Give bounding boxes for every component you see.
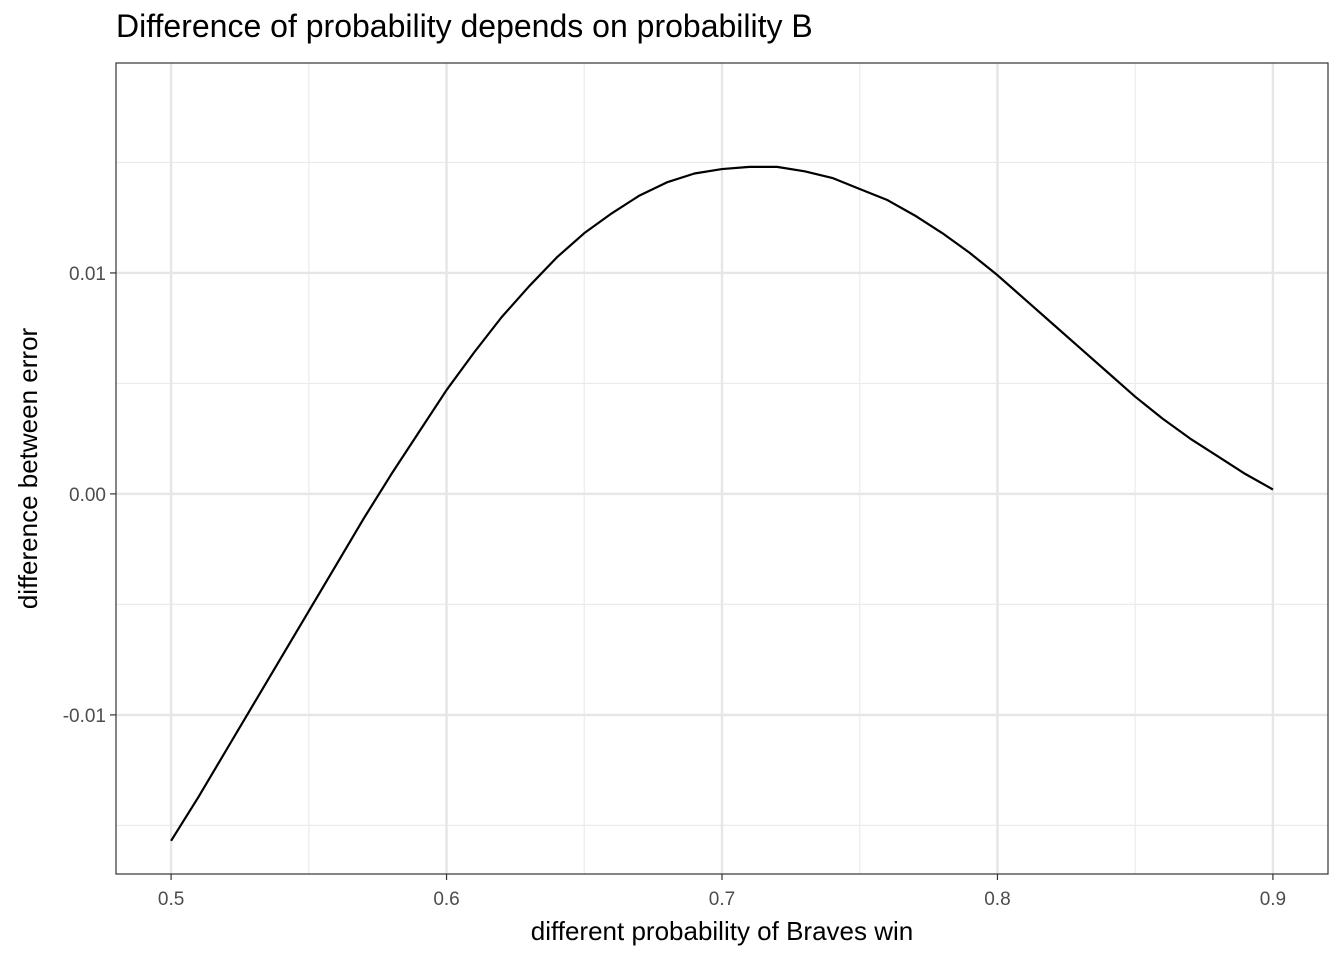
- major-gridlines: [116, 63, 1328, 874]
- y-tick-label: 0.00: [69, 485, 106, 506]
- x-tick-label: 0.5: [158, 889, 184, 910]
- y-tick-label: -0.01: [63, 706, 106, 727]
- series-layer: [170, 165, 1274, 842]
- x-tick-label: 0.9: [1260, 889, 1286, 910]
- series-line: [170, 165, 1274, 842]
- x-tick-label: 0.8: [984, 889, 1010, 910]
- y-axis-title: difference between error: [13, 327, 43, 609]
- y-axis-ticks: -0.01 0.00 0.01: [63, 264, 116, 727]
- y-tick-label: 0.01: [69, 264, 106, 285]
- x-tick-label: 0.7: [709, 889, 735, 910]
- chart-title: Difference of probability depends on pro…: [116, 8, 813, 44]
- x-axis-ticks: 0.5 0.6 0.7 0.8 0.9: [158, 874, 1286, 910]
- x-tick-label: 0.6: [433, 889, 459, 910]
- x-axis-title: different probability of Braves win: [531, 916, 914, 946]
